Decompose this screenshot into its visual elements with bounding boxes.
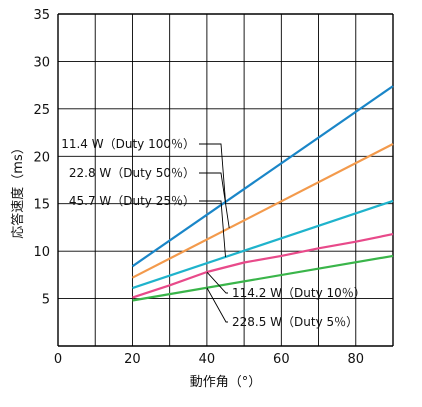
series-label: 228.5 W（Duty 5％） bbox=[232, 315, 358, 329]
y-tick-label: 10 bbox=[33, 245, 50, 260]
y-tick-label: 20 bbox=[33, 150, 50, 165]
x-axis-label: 動作角（°） bbox=[190, 375, 262, 390]
series-line-0 bbox=[131, 85, 394, 268]
y-axis-label: 応答速度（ms） bbox=[10, 141, 26, 238]
callout-leader bbox=[199, 172, 230, 229]
y-tick-label: 25 bbox=[33, 103, 50, 118]
series-line-2 bbox=[132, 199, 394, 290]
y-tick-label: 15 bbox=[33, 198, 50, 213]
series-callouts: 11.4 W（Duty 100％） 22.8 W（Duty 50％） 45.7 W（… bbox=[61, 137, 366, 329]
x-tick-label: 20 bbox=[124, 352, 141, 367]
series-label: 45.7 W（Duty 25％） bbox=[69, 194, 195, 208]
tick-labels: 0 20 40 60 80 5 10 15 20 25 30 35 bbox=[33, 8, 364, 367]
y-tick-label: 5 bbox=[42, 293, 50, 308]
series-lines bbox=[131, 85, 394, 302]
callout-leader bbox=[206, 271, 228, 294]
series-label: 22.8 W（Duty 50％） bbox=[69, 166, 195, 180]
y-tick-label: 35 bbox=[33, 8, 50, 23]
x-tick-label: 60 bbox=[273, 352, 290, 367]
series-line-3 bbox=[132, 233, 394, 299]
callout-leader bbox=[206, 287, 228, 323]
series-label: 114.2 W（Duty 10％） bbox=[232, 286, 366, 300]
callout-leader bbox=[199, 143, 226, 202]
series-label: 11.4 W（Duty 100％） bbox=[61, 137, 195, 151]
callout-leader bbox=[199, 200, 226, 258]
y-tick-label: 30 bbox=[33, 55, 50, 70]
x-tick-label: 80 bbox=[348, 352, 365, 367]
series-line-1 bbox=[131, 143, 394, 279]
x-tick-label: 40 bbox=[199, 352, 216, 367]
series-line-4 bbox=[132, 254, 394, 302]
x-tick-label: 0 bbox=[54, 352, 62, 367]
